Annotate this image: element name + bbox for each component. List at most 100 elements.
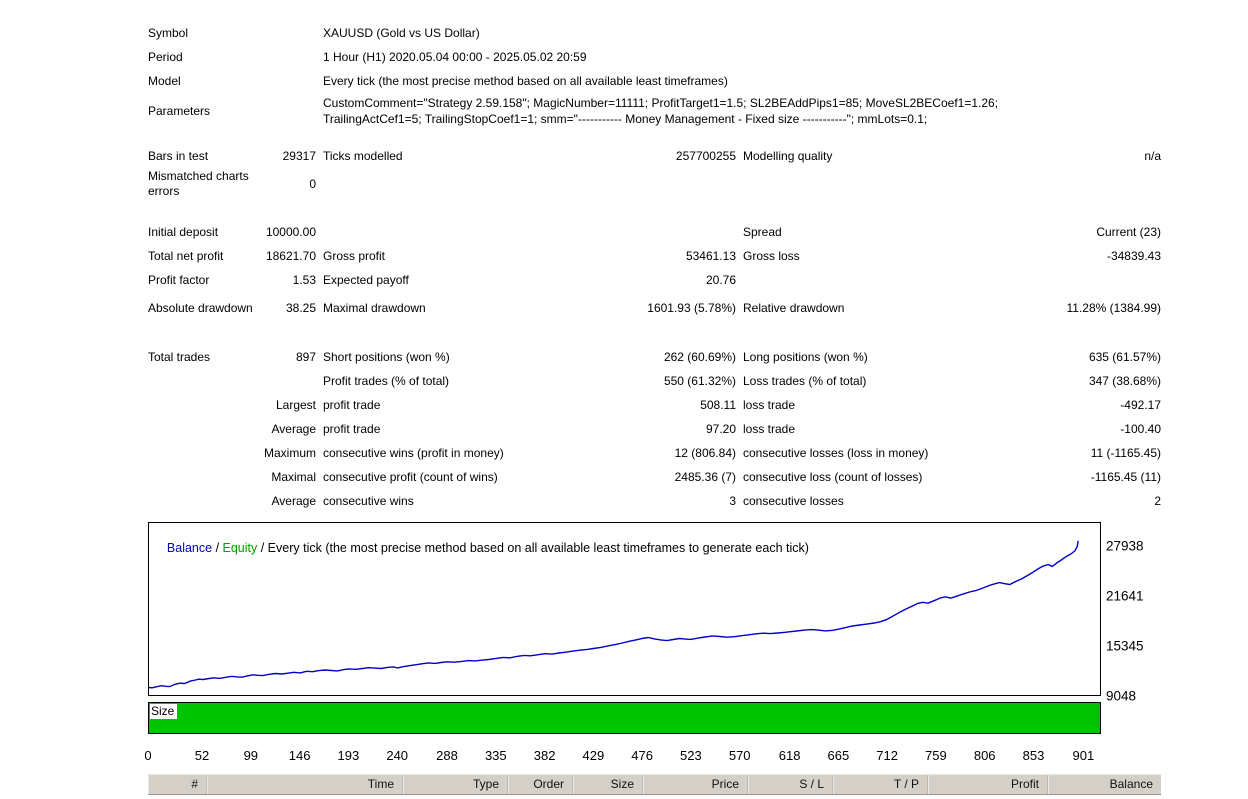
column-header-size[interactable]: Size bbox=[573, 775, 643, 794]
x-axis-tick: 618 bbox=[778, 748, 801, 763]
balance-chart-canvas bbox=[149, 540, 1079, 689]
mismatched-errors-label: Mismatched charts errors bbox=[148, 169, 249, 198]
period-label: Period bbox=[148, 49, 183, 64]
x-axis-tick: 240 bbox=[386, 748, 409, 763]
mismatched-errors-value: 0 bbox=[309, 176, 316, 191]
column-header-tp[interactable]: T / P bbox=[833, 775, 928, 794]
parameters-value: CustomComment="Strategy 2.59.158"; Magic… bbox=[323, 95, 1161, 127]
profit-trades-label: Profit trades (% of total) bbox=[323, 373, 450, 388]
ticks-modelled-value: 257700255 bbox=[675, 148, 736, 163]
bars-in-test-value: 29317 bbox=[282, 148, 316, 163]
long-positions-label: Long positions (won %) bbox=[743, 349, 868, 364]
row-average-consecutive: Average consecutive wins 3 consecutive l… bbox=[148, 489, 1161, 513]
total-net-profit-value: 18621.70 bbox=[265, 248, 316, 263]
x-axis-tick: 665 bbox=[827, 748, 850, 763]
maximal-label: Maximal bbox=[271, 469, 316, 484]
absolute-drawdown-label: Absolute drawdown bbox=[148, 300, 253, 315]
modelling-quality-label: Modelling quality bbox=[743, 148, 833, 163]
x-axis-tick: 523 bbox=[680, 748, 702, 763]
loss-trades-label: Loss trades (% of total) bbox=[743, 373, 867, 388]
x-axis-tick: 429 bbox=[582, 748, 605, 763]
report-summary: Symbol XAUUSD (Gold vs US Dollar) Period… bbox=[148, 0, 1161, 513]
maximal-consecutive-loss-label: consecutive loss (count of losses) bbox=[743, 469, 923, 484]
y-axis: 27938 21641 15345 9048 bbox=[1106, 522, 1166, 703]
y-axis-tick: 27938 bbox=[1106, 538, 1144, 554]
max-consecutive-losses-value: 11 (-1165.45) bbox=[1090, 445, 1161, 460]
x-axis-tick: 806 bbox=[973, 748, 996, 763]
maximal-drawdown-label: Maximal drawdown bbox=[323, 300, 426, 315]
bars-in-test-label: Bars in test bbox=[148, 148, 209, 163]
average-profit-trade-value: 97.20 bbox=[705, 421, 736, 436]
initial-deposit-value: 10000.00 bbox=[265, 224, 316, 239]
spread-label: Spread bbox=[743, 224, 782, 239]
row-drawdown: Absolute drawdown 38.25 Maximal drawdown… bbox=[148, 292, 1161, 324]
column-header-type[interactable]: Type bbox=[403, 775, 508, 794]
maximum-label: Maximum bbox=[263, 445, 316, 460]
profit-factor-value: 1.53 bbox=[292, 272, 316, 287]
chart-legend: Balance / Equity / Every tick (the most … bbox=[153, 527, 809, 569]
maximal-drawdown-value: 1601.93 (5.78%) bbox=[647, 300, 736, 315]
total-net-profit-label: Total net profit bbox=[148, 248, 224, 263]
maximal-consecutive-loss-value: -1165.45 (11) bbox=[1090, 469, 1161, 484]
average-loss-trade-label: loss trade bbox=[743, 421, 796, 436]
total-trades-value: 897 bbox=[295, 349, 316, 364]
row-initial-deposit: Initial deposit 10000.00 Spread Current … bbox=[148, 220, 1161, 244]
avg-consecutive-losses-value: 2 bbox=[1154, 493, 1161, 508]
x-axis-tick: 146 bbox=[288, 748, 311, 763]
row-maximal-consecutive: Maximal consecutive profit (count of win… bbox=[148, 465, 1161, 489]
profit-factor-label: Profit factor bbox=[148, 272, 210, 287]
y-axis-tick: 21641 bbox=[1106, 588, 1144, 604]
gross-profit-label: Gross profit bbox=[323, 248, 386, 263]
column-header-profit[interactable]: Profit bbox=[928, 775, 1048, 794]
period-value: 1 Hour (H1) 2020.05.04 00:00 - 2025.05.0… bbox=[323, 49, 587, 64]
average-consecutive-label: Average bbox=[271, 493, 316, 508]
x-axis-tick: 759 bbox=[925, 748, 947, 763]
total-trades-label: Total trades bbox=[148, 349, 211, 364]
column-header-balance[interactable]: Balance bbox=[1048, 775, 1161, 794]
loss-trades-value: 347 (38.68%) bbox=[1088, 373, 1161, 388]
x-axis-tick: 712 bbox=[876, 748, 898, 763]
legend-separator: / bbox=[212, 541, 223, 555]
row-parameters: Parameters CustomComment="Strategy 2.59.… bbox=[148, 93, 1161, 129]
size-label: Size bbox=[150, 704, 178, 719]
average-loss-trade-value: -100.40 bbox=[1120, 421, 1161, 436]
modelling-quality-value: n/a bbox=[1144, 148, 1161, 163]
parameters-line1: CustomComment="Strategy 2.59.158"; Magic… bbox=[323, 96, 999, 110]
avg-consecutive-wins-value: 3 bbox=[729, 493, 736, 508]
short-positions-value: 262 (60.69%) bbox=[663, 349, 736, 364]
max-consecutive-wins-value: 12 (806.84) bbox=[674, 445, 736, 460]
model-label: Model bbox=[148, 73, 181, 88]
row-maximum-consecutive: Maximum consecutive wins (profit in mone… bbox=[148, 441, 1161, 465]
avg-consecutive-losses-label: consecutive losses bbox=[743, 493, 844, 508]
x-axis-tick: 570 bbox=[728, 748, 751, 763]
column-header-time[interactable]: Time bbox=[207, 775, 403, 794]
expected-payoff-label: Expected payoff bbox=[323, 272, 409, 287]
largest-label: Largest bbox=[275, 397, 316, 412]
gross-loss-value: -34839.43 bbox=[1106, 248, 1161, 263]
expected-payoff-value: 20.76 bbox=[705, 272, 736, 287]
x-axis-tick: 901 bbox=[1072, 748, 1095, 763]
column-header-price[interactable]: Price bbox=[643, 775, 748, 794]
average-label: Average bbox=[271, 421, 316, 436]
largest-loss-trade-label: loss trade bbox=[743, 397, 796, 412]
maximal-consecutive-profit-label: consecutive profit (count of wins) bbox=[323, 469, 498, 484]
x-axis-tick: 335 bbox=[484, 748, 507, 763]
x-axis: 0 52 99 146 193 240 288 335 382 429 476 523 570 618 66… bbox=[144, 748, 1101, 764]
largest-profit-trade-label: profit trade bbox=[323, 397, 381, 412]
legend-equity-label: Equity bbox=[222, 541, 258, 555]
row-bars-in-test: Bars in test 29317 Ticks modelled 257700… bbox=[148, 144, 1161, 168]
row-symbol: Symbol XAUUSD (Gold vs US Dollar) bbox=[148, 21, 1161, 45]
symbol-value: XAUUSD (Gold vs US Dollar) bbox=[323, 25, 480, 40]
column-header-sl[interactable]: S / L bbox=[748, 775, 833, 794]
relative-drawdown-value: 11.28% (1384.99) bbox=[1066, 300, 1161, 315]
column-header-order[interactable]: Order bbox=[508, 775, 573, 794]
x-axis-tick: 0 bbox=[144, 748, 152, 763]
x-axis-tick: 853 bbox=[1022, 748, 1045, 763]
maximal-consecutive-profit-value: 2485.36 (7) bbox=[674, 469, 736, 484]
max-consecutive-losses-label: consecutive losses (loss in money) bbox=[743, 445, 929, 460]
column-header-number[interactable]: # bbox=[148, 775, 207, 794]
long-positions-value: 635 (61.57%) bbox=[1088, 349, 1161, 364]
row-total-trades: Total trades 897 Short positions (won %)… bbox=[148, 345, 1161, 369]
balance-line bbox=[149, 540, 1079, 689]
legend-balance-label: Balance bbox=[166, 541, 213, 555]
